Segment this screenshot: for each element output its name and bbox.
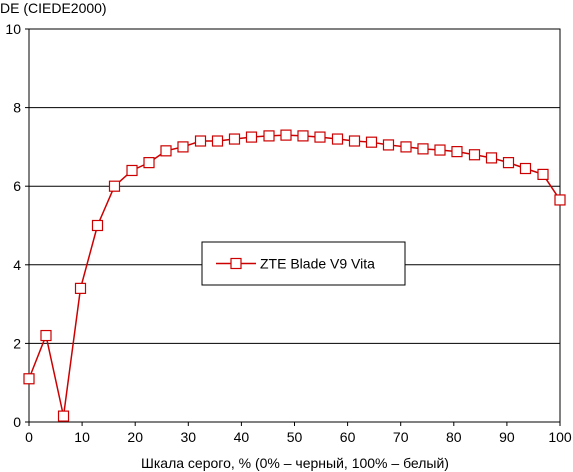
y-ticks: 0 2 4 6 8 10 (5, 21, 29, 430)
data-point (280, 129, 292, 141)
data-point (434, 144, 446, 156)
y-tick-label: 8 (13, 100, 21, 116)
series-group (23, 129, 566, 422)
x-tick-label: 10 (74, 429, 90, 445)
data-point (177, 141, 189, 153)
data-point (74, 282, 87, 294)
data-point (297, 130, 309, 142)
y-tick-label: 4 (13, 257, 21, 273)
x-tick-label: 40 (234, 429, 250, 445)
data-point (160, 145, 172, 157)
data-point (451, 146, 463, 158)
data-point (468, 149, 481, 161)
data-point (382, 139, 395, 151)
x-tick-label: 0 (25, 429, 33, 445)
x-tick-label: 80 (446, 429, 462, 445)
x-tick-label: 60 (340, 429, 356, 445)
legend-marker (230, 257, 242, 270)
data-point (485, 152, 498, 164)
data-point (417, 143, 429, 155)
data-point (108, 180, 121, 192)
grid (29, 28, 560, 423)
x-tick-label: 20 (127, 429, 143, 445)
data-point (519, 162, 532, 175)
data-point (502, 157, 515, 169)
x-tick-label: 30 (181, 429, 197, 445)
x-tick-label: 50 (287, 429, 303, 445)
data-point (400, 141, 412, 153)
y-tick-label: 2 (13, 335, 21, 351)
data-point (228, 133, 241, 145)
data-point (263, 130, 275, 142)
y-tick-label: 10 (5, 21, 21, 37)
data-point (245, 131, 258, 143)
y-axis-title: DE (CIEDE2000) (0, 0, 107, 16)
data-point (331, 133, 344, 145)
legend: ZTE Blade V9 Vita (201, 241, 406, 286)
data-point (365, 136, 378, 148)
y-tick-label: 0 (13, 414, 21, 430)
data-point (143, 157, 155, 169)
x-axis-title: Шкала серого, % (0% – черный, 100% – бел… (141, 455, 449, 471)
x-tick-label: 90 (499, 429, 515, 445)
x-tick-label: 100 (548, 429, 572, 445)
data-point (126, 164, 138, 177)
data-point (91, 219, 104, 232)
data-point (194, 135, 207, 147)
plot-area (28, 28, 561, 423)
x-ticks: 0 10 20 30 40 50 60 70 80 90 100 (25, 422, 572, 445)
data-point (537, 168, 549, 181)
x-tick-label: 70 (393, 429, 409, 445)
data-point (554, 194, 566, 206)
data-point (348, 135, 361, 147)
data-point (314, 131, 326, 143)
data-point (211, 135, 224, 147)
y-tick-label: 6 (13, 178, 21, 194)
data-point (40, 329, 52, 342)
data-point (57, 410, 70, 422)
legend-label: ZTE Blade V9 Vita (260, 256, 375, 272)
data-point (23, 373, 35, 385)
